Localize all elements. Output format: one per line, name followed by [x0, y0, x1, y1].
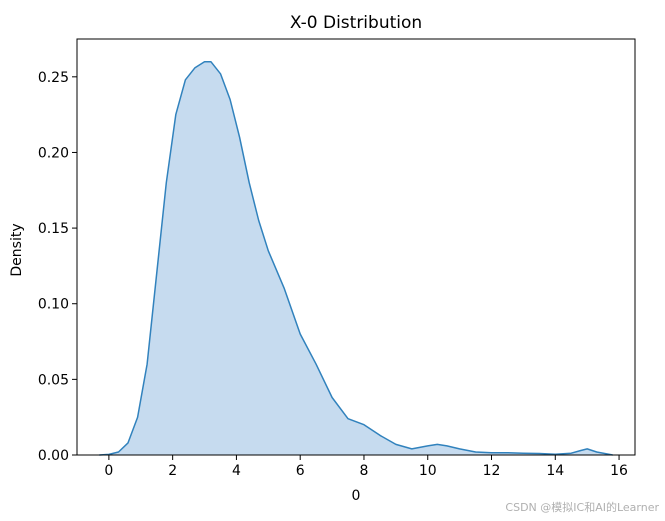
- y-tick-label: 0.00: [38, 448, 69, 464]
- chart-title: X-0 Distribution: [290, 13, 422, 33]
- x-tick-label: 0: [104, 463, 113, 479]
- x-tick-label: 6: [296, 463, 305, 479]
- x-tick-label: 8: [360, 463, 369, 479]
- x-tick-label: 4: [232, 463, 241, 479]
- x-axis-label: 0: [352, 488, 361, 504]
- density-area-0: [99, 61, 613, 455]
- y-tick-label: 0.20: [38, 145, 69, 161]
- y-tick-label: 0.25: [38, 70, 69, 86]
- y-tick-label: 0.05: [38, 372, 69, 388]
- y-axis-label: Density: [9, 223, 25, 276]
- y-tick-label: 0.15: [38, 221, 69, 237]
- x-tick-label: 12: [483, 463, 501, 479]
- y-tick-label: 0.10: [38, 297, 69, 313]
- x-tick-label: 16: [610, 463, 628, 479]
- x-tick-label: 2: [168, 463, 177, 479]
- watermark: CSDN @模拟IC和AI的Learner: [505, 501, 659, 514]
- x-tick-label: 14: [546, 463, 564, 479]
- x-tick-label: 10: [419, 463, 437, 479]
- plot-area: 0 2 4 6 8 10 12 14 16 0.00 0.05 0.10 0.15 0.20 0.25: [38, 38, 636, 479]
- axes-frame: [76, 38, 636, 456]
- density-line-0: [99, 60, 613, 456]
